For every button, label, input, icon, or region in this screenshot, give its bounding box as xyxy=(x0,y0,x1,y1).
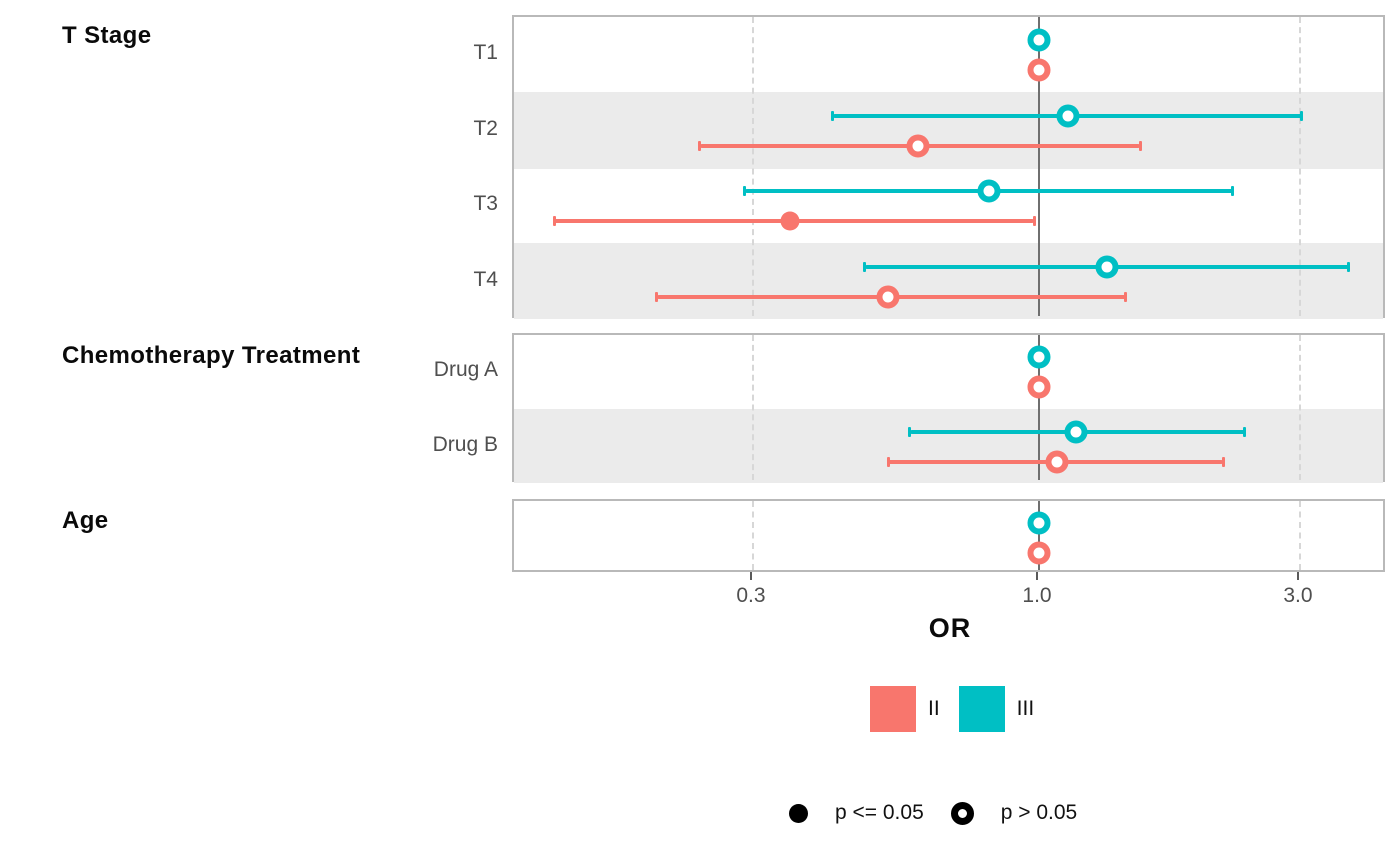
reference-line xyxy=(1037,17,1041,316)
gridline xyxy=(751,17,754,316)
gridline xyxy=(1298,335,1301,480)
ci-cap xyxy=(831,110,835,121)
ci-cap xyxy=(1124,292,1128,303)
ci-cap xyxy=(698,140,702,151)
ci-cap xyxy=(886,456,890,467)
row-band xyxy=(514,408,1383,483)
x-axis-title: OR xyxy=(928,613,972,643)
marker-open xyxy=(1027,511,1051,534)
row-label: Drug B xyxy=(432,432,498,456)
legend-swatch-ii xyxy=(870,686,916,732)
ci-cap xyxy=(1347,262,1351,273)
significance-legend: p <= 0.05 p > 0.05 xyxy=(789,801,1077,825)
ci-cap xyxy=(1300,110,1304,121)
gridline xyxy=(751,501,754,570)
group-legend: II III xyxy=(870,686,1053,732)
marker-open xyxy=(876,285,900,309)
legend-swatch-iii xyxy=(958,686,1005,732)
ci-cap xyxy=(1243,426,1247,437)
ci-cap xyxy=(743,186,747,197)
marker-open xyxy=(1056,104,1080,128)
marker-open xyxy=(1027,28,1051,52)
row-label: T4 xyxy=(473,268,498,292)
reference-line xyxy=(1037,501,1041,570)
filled-dot-icon xyxy=(789,803,808,823)
open-dot-icon xyxy=(950,801,974,825)
x-tick-mark xyxy=(1296,572,1299,580)
ci-cap xyxy=(1138,140,1142,151)
ci-cap xyxy=(655,292,659,303)
gridline xyxy=(1298,17,1301,316)
reference-line xyxy=(1037,335,1041,480)
row-label: Drug A xyxy=(433,358,498,382)
x-tick-label: 1.0 xyxy=(1022,584,1052,607)
ci-cap xyxy=(1032,216,1036,227)
marker-open xyxy=(1027,345,1051,369)
x-tick-label: 0.3 xyxy=(736,584,766,607)
legend-label-ii: II xyxy=(928,697,940,720)
x-tick-label: 3.0 xyxy=(1283,584,1313,607)
panel-3 xyxy=(512,499,1385,572)
marker-open xyxy=(1027,375,1051,399)
x-tick-mark xyxy=(749,572,752,580)
ci-cap xyxy=(552,216,556,227)
legend-label-iii: III xyxy=(1016,697,1035,720)
ci-cap xyxy=(1221,456,1225,467)
row-label: T2 xyxy=(473,116,498,140)
marker-open xyxy=(977,179,1001,203)
marker-open xyxy=(1045,450,1069,474)
sig-label-open: p > 0.05 xyxy=(1000,801,1078,824)
ci-cap xyxy=(908,426,912,437)
panel-header-chemotherapy-treatment: Chemotherapy Treatment xyxy=(62,342,361,369)
marker-open xyxy=(1027,541,1051,564)
gridline xyxy=(1298,501,1301,570)
marker-open xyxy=(906,134,930,158)
sig-label-filled: p <= 0.05 xyxy=(835,801,924,824)
panel-header-age: Age xyxy=(62,507,109,534)
marker-open xyxy=(1027,58,1051,82)
row-label: T3 xyxy=(473,192,498,216)
ci-cap xyxy=(863,262,867,273)
marker-open xyxy=(1064,420,1088,444)
marker-open xyxy=(1095,255,1119,279)
row-band xyxy=(514,243,1383,319)
panel-2 xyxy=(512,333,1385,483)
panel-1 xyxy=(512,15,1385,319)
marker-filled xyxy=(780,211,800,231)
ci-cap xyxy=(1231,186,1235,197)
row-band xyxy=(514,91,1383,169)
panel-header-t-stage: T Stage xyxy=(62,22,152,49)
row-label: T1 xyxy=(473,40,498,64)
gridline xyxy=(751,335,754,480)
x-tick-mark xyxy=(1036,572,1038,580)
